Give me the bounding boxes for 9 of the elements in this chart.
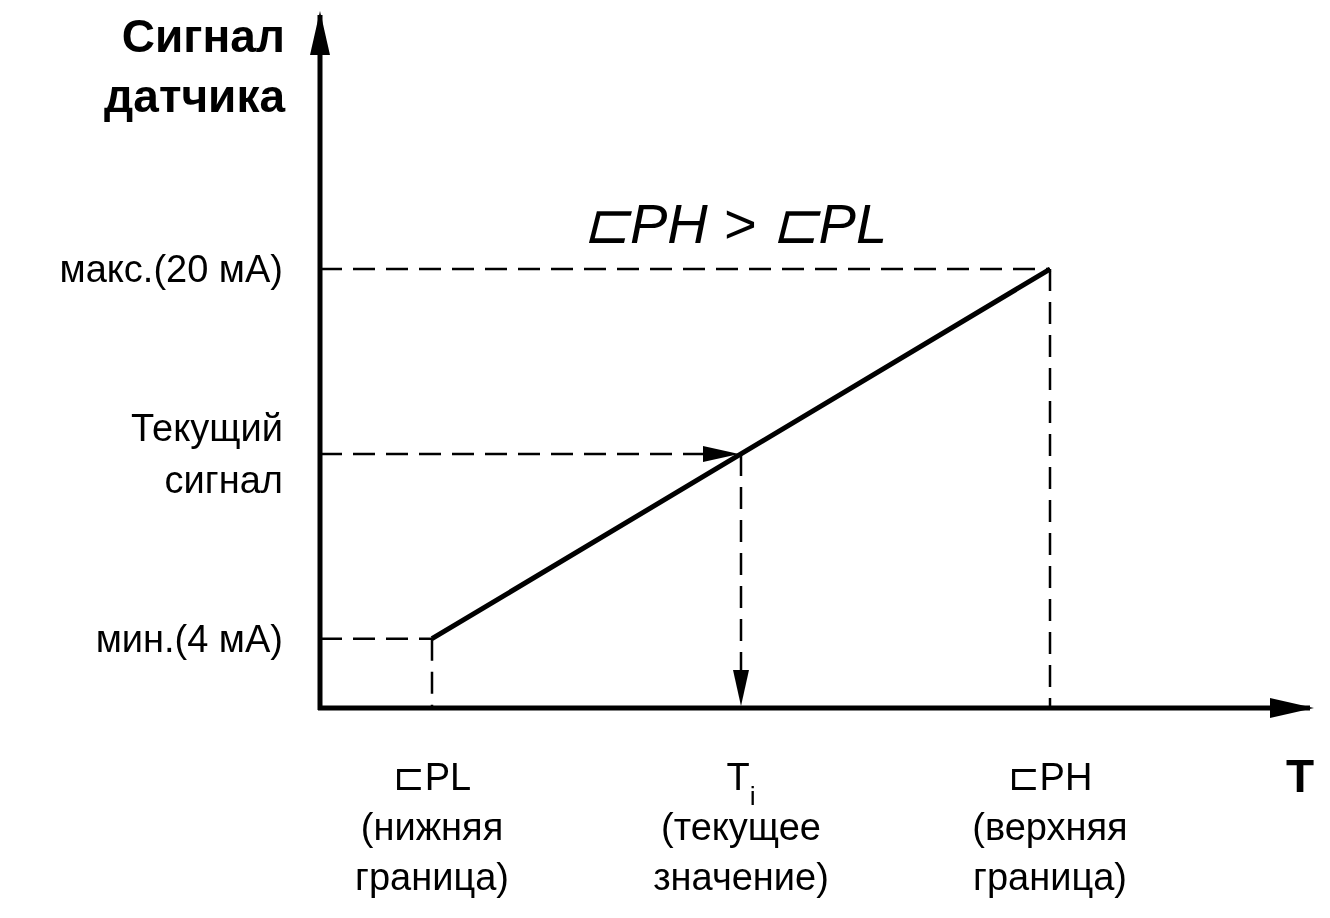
x-tick-label: ⊏PH (верхняя граница) bbox=[972, 756, 1128, 898]
x-tick-label: ⊏PL (нижняя граница) bbox=[355, 756, 509, 898]
y-tick-label: мин.(4 мА) bbox=[95, 617, 283, 660]
y-axis-title: Сигнал датчика bbox=[104, 10, 286, 122]
y-tick-label: макс.(20 мА) bbox=[59, 248, 283, 291]
y-tick-label: Текущий сигнал bbox=[131, 406, 283, 501]
annotation: ⊏PH > ⊏PL bbox=[582, 192, 888, 255]
x-tick-label: T$_{i}$ (текущее значение) bbox=[653, 756, 829, 898]
x-axis-title: T bbox=[1285, 750, 1315, 802]
